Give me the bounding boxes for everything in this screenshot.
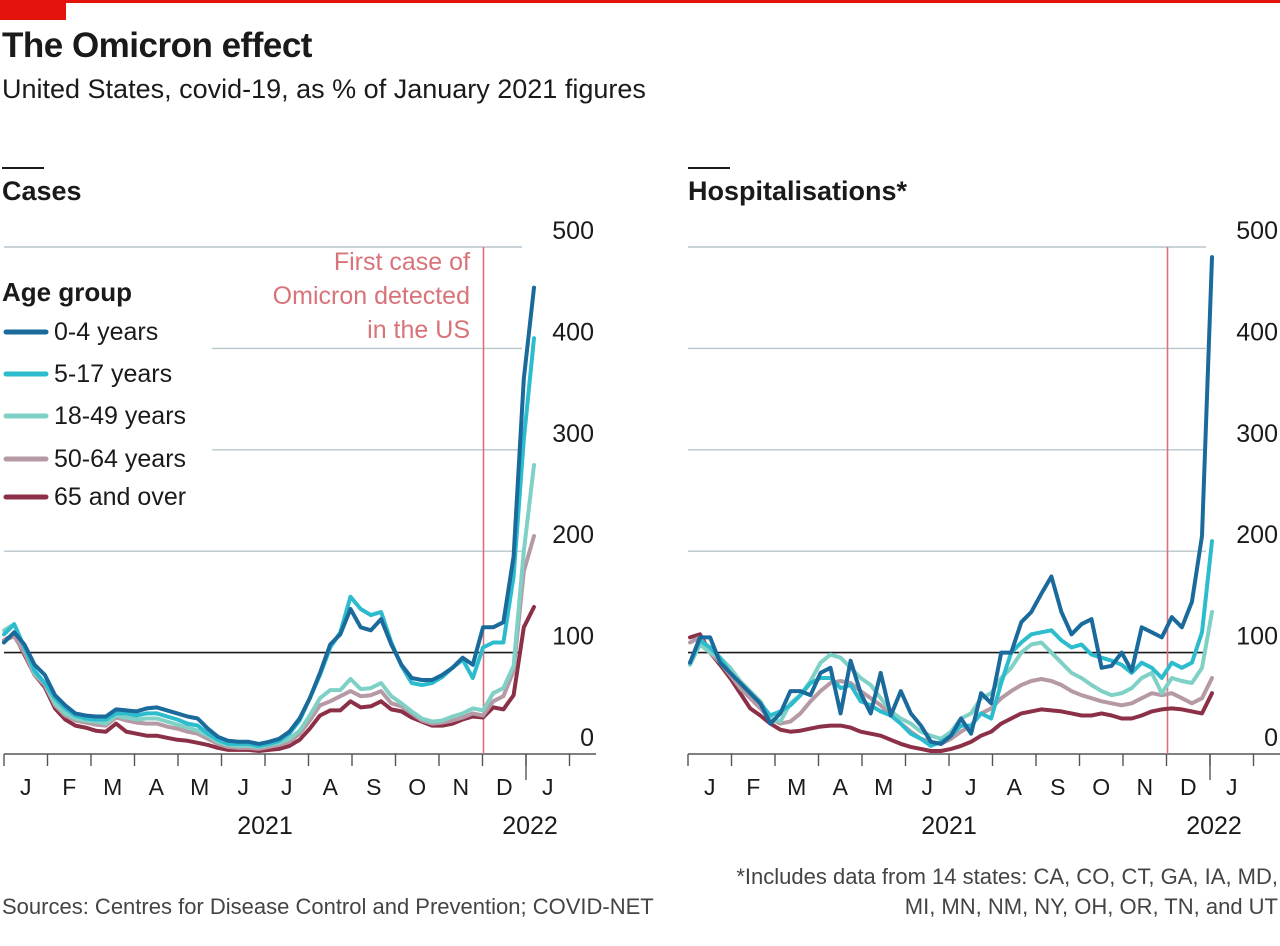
y-tick-label: 100 [1236, 623, 1278, 651]
x-month-label: N [1136, 774, 1153, 800]
y-tick-label: 200 [552, 521, 594, 549]
y-tick-label: 200 [1236, 521, 1278, 549]
x-month-label: M [874, 774, 893, 800]
legend-item-label: 65 and over [54, 483, 186, 511]
x-month-label: S [1050, 774, 1065, 800]
x-year-label: 2022 [502, 812, 558, 840]
x-month-label: J [965, 774, 977, 800]
brand-tag [0, 0, 66, 20]
x-month-label: O [408, 774, 426, 800]
panel-title: Cases [2, 176, 82, 206]
x-month-label: F [62, 774, 76, 800]
legend-title: Age group [2, 277, 132, 307]
x-month-label: A [149, 774, 165, 800]
x-month-label: J [281, 774, 293, 800]
series-line-18-49-years [688, 610, 1214, 741]
x-month-label: J [1226, 774, 1238, 800]
x-month-label: A [1007, 774, 1023, 800]
x-month-label: N [452, 774, 469, 800]
omicron-annotation: First case of [334, 248, 470, 276]
x-month-label: J [704, 774, 716, 800]
series-line-65-and-over [2, 605, 536, 753]
x-month-label: J [922, 774, 934, 800]
legend-item-label: 5-17 years [54, 360, 172, 388]
x-year-label: 2021 [237, 812, 293, 840]
y-tick-label: 500 [1236, 217, 1278, 245]
x-month-label: S [366, 774, 381, 800]
series-line-5-17-years [2, 336, 536, 748]
x-year-label: 2021 [921, 812, 977, 840]
y-tick-label: 500 [552, 217, 594, 245]
series-line-0-4-years [688, 255, 1214, 746]
x-month-label: M [103, 774, 122, 800]
x-month-label: F [746, 774, 760, 800]
x-month-label: A [833, 774, 849, 800]
x-month-label: D [496, 774, 513, 800]
x-month-label: M [190, 774, 209, 800]
panel-title: Hospitalisations* [688, 176, 908, 206]
legend-item-label: 50-64 years [54, 445, 186, 473]
omicron-annotation: in the US [367, 316, 470, 344]
source-note: Sources: Centres for Disease Control and… [2, 894, 654, 919]
y-tick-label: 0 [1264, 724, 1278, 752]
y-tick-label: 0 [580, 724, 594, 752]
x-month-label: O [1092, 774, 1110, 800]
x-month-label: D [1180, 774, 1197, 800]
footnote-line-1: *Includes data from 14 states: CA, CO, C… [736, 864, 1278, 889]
omicron-annotation: Omicron detected [273, 282, 470, 310]
x-year-label: 2022 [1186, 812, 1242, 840]
x-month-label: A [323, 774, 339, 800]
legend-item-label: 0-4 years [54, 318, 158, 346]
y-tick-label: 100 [552, 623, 594, 651]
y-tick-label: 400 [552, 318, 594, 346]
y-tick-label: 300 [1236, 420, 1278, 448]
footnote: *Includes data from 14 states: CA, CO, C… [638, 862, 1278, 922]
chart-title: The Omicron effect [2, 26, 312, 65]
footnote-line-2: MI, MN, NM, NY, OH, OR, TN, and UT [904, 894, 1278, 919]
x-month-label: M [787, 774, 806, 800]
x-month-label: J [542, 774, 554, 800]
y-tick-label: 300 [552, 420, 594, 448]
chart-subtitle: United States, covid-19, as % of January… [2, 74, 646, 104]
y-tick-label: 400 [1236, 318, 1278, 346]
x-month-label: J [20, 774, 32, 800]
series-line-65-and-over [688, 632, 1214, 753]
top-rule [0, 0, 1280, 3]
series-line-0-4-years [2, 285, 536, 746]
legend-item-label: 18-49 years [54, 402, 186, 430]
x-month-label: J [238, 774, 250, 800]
